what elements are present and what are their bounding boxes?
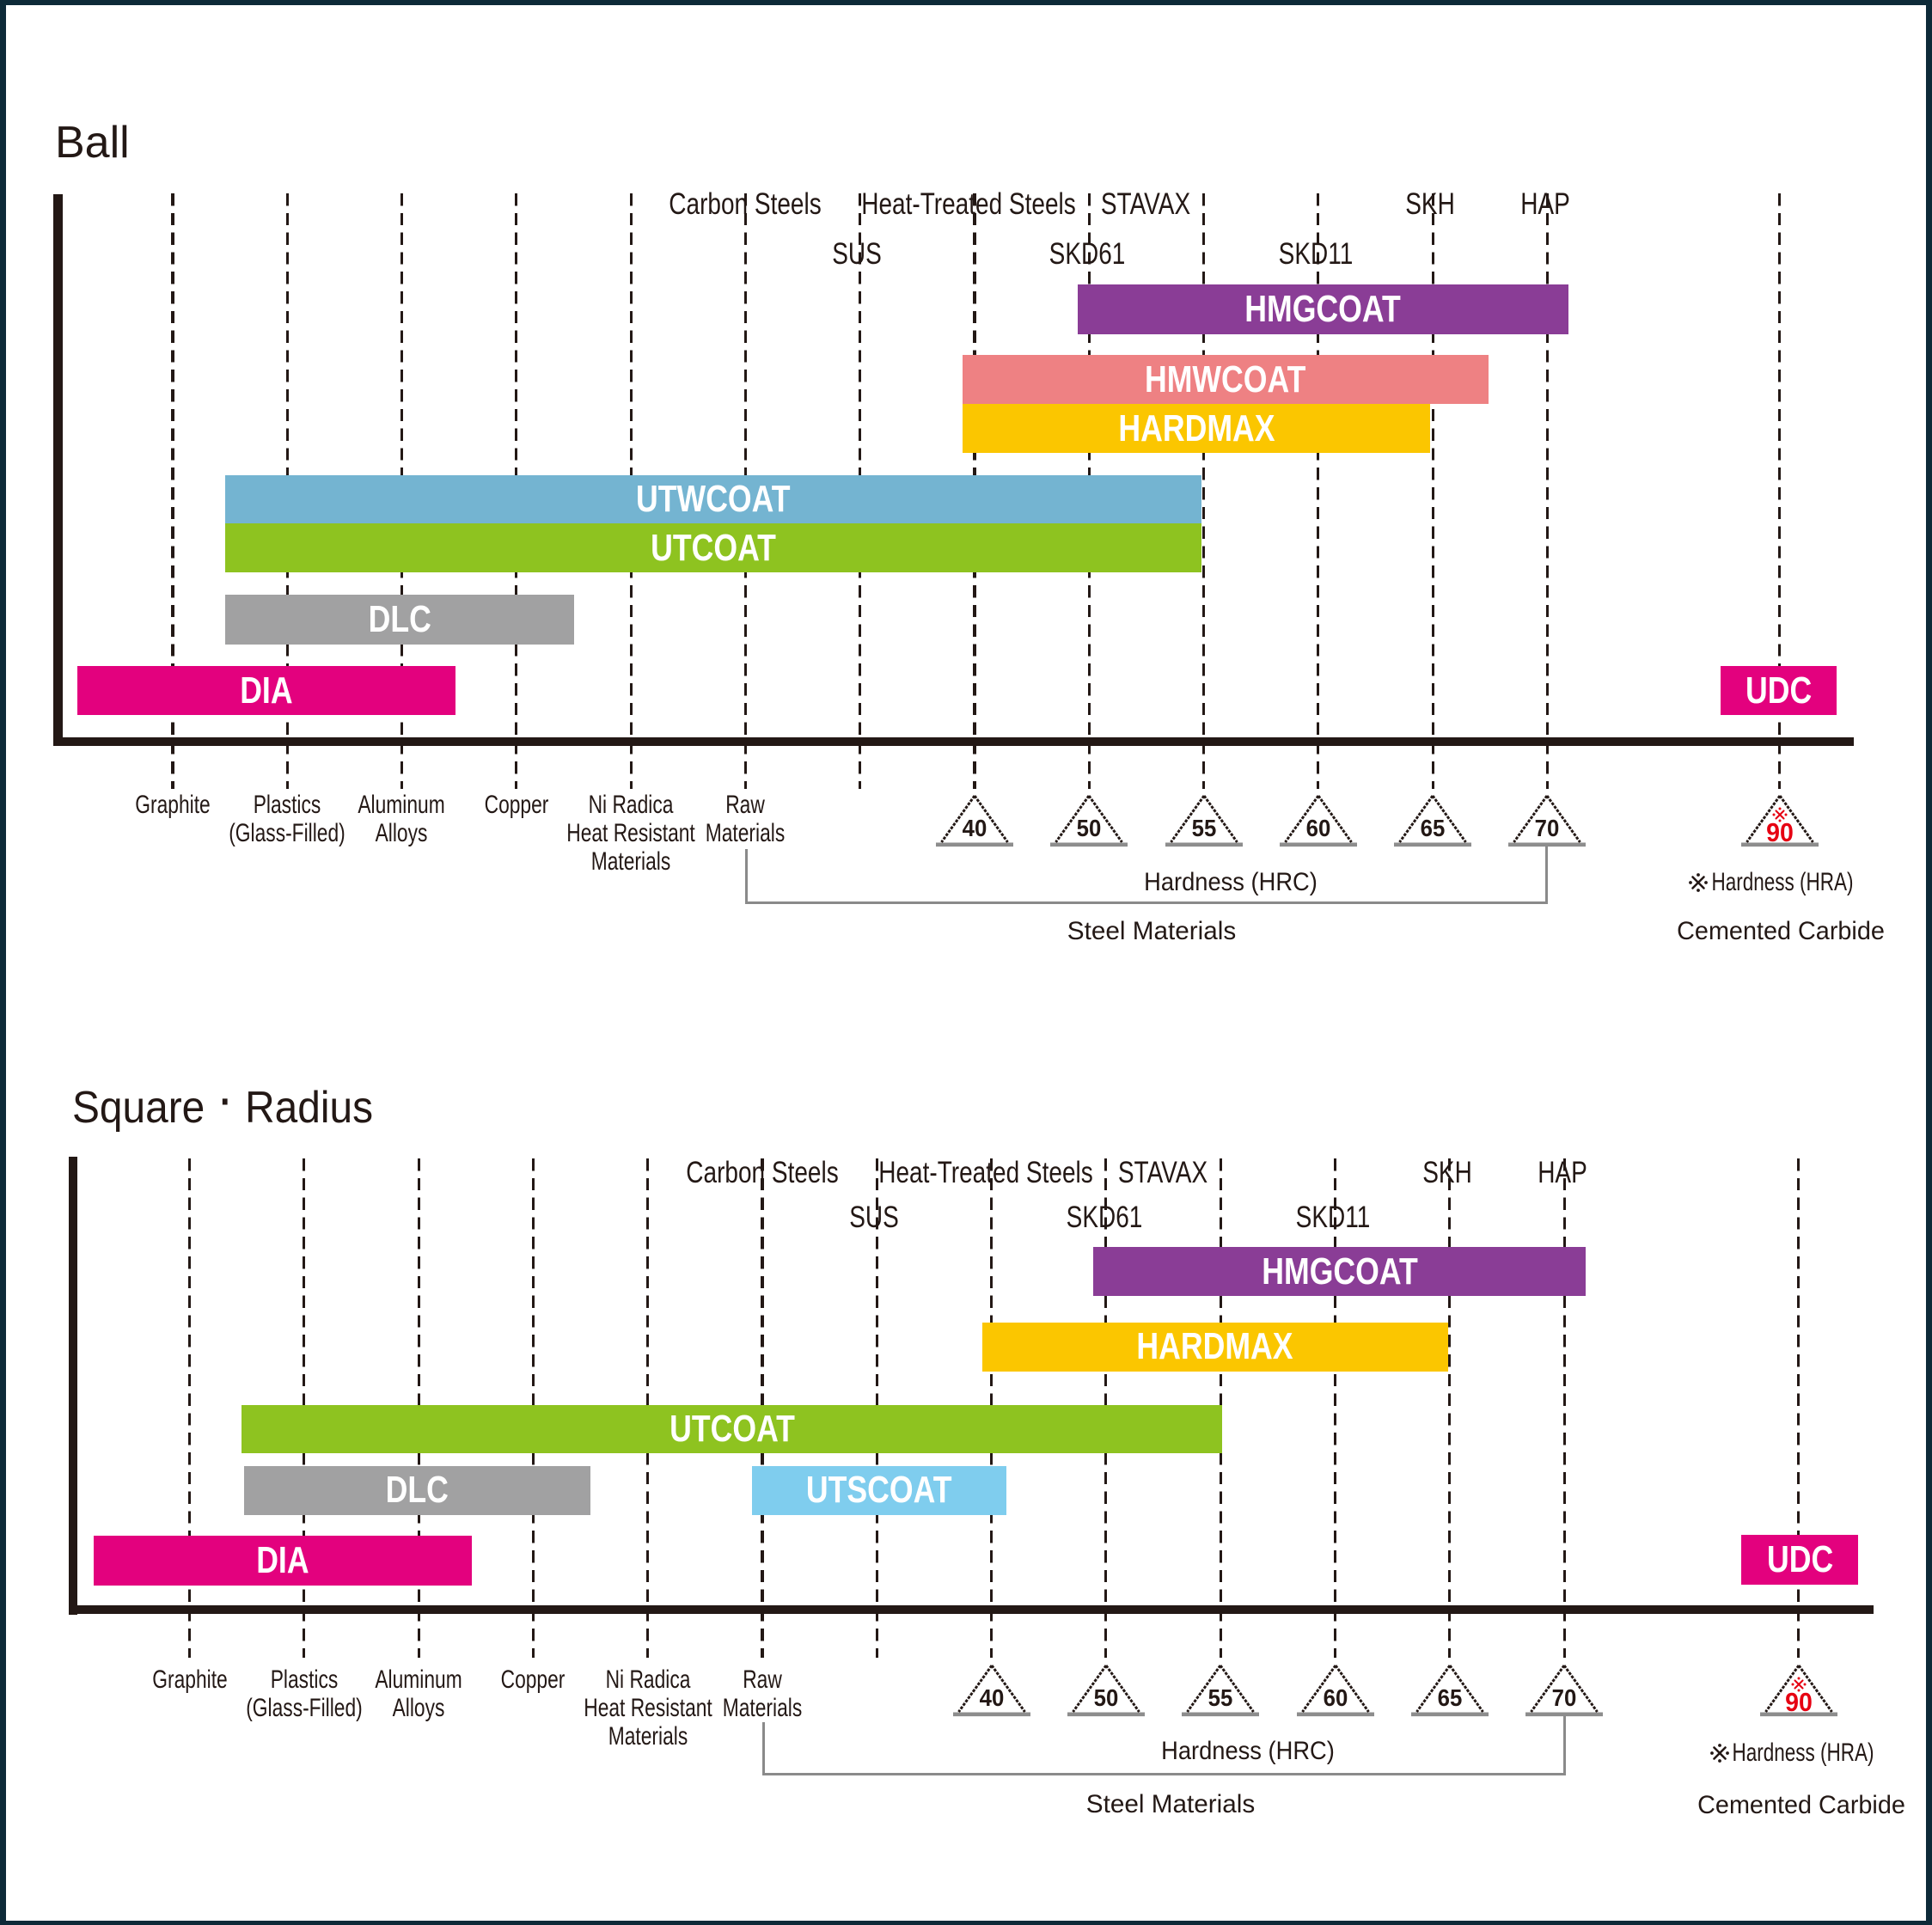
svg-text:50: 50: [1077, 815, 1102, 841]
svg-text:55: 55: [1191, 815, 1216, 841]
svg-text:65: 65: [1421, 815, 1446, 841]
svg-text:55: 55: [1208, 1684, 1233, 1711]
svg-text:70: 70: [1535, 815, 1560, 841]
svg-text:50: 50: [1094, 1684, 1119, 1711]
svg-text:90: 90: [1785, 1688, 1813, 1717]
svg-text:40: 40: [963, 815, 987, 841]
svg-text:90: 90: [1766, 818, 1794, 847]
svg-text:60: 60: [1323, 1684, 1348, 1711]
svg-text:65: 65: [1437, 1684, 1462, 1711]
svg-text:40: 40: [979, 1684, 1004, 1711]
svg-text:70: 70: [1552, 1684, 1577, 1711]
svg-text:60: 60: [1305, 815, 1330, 841]
